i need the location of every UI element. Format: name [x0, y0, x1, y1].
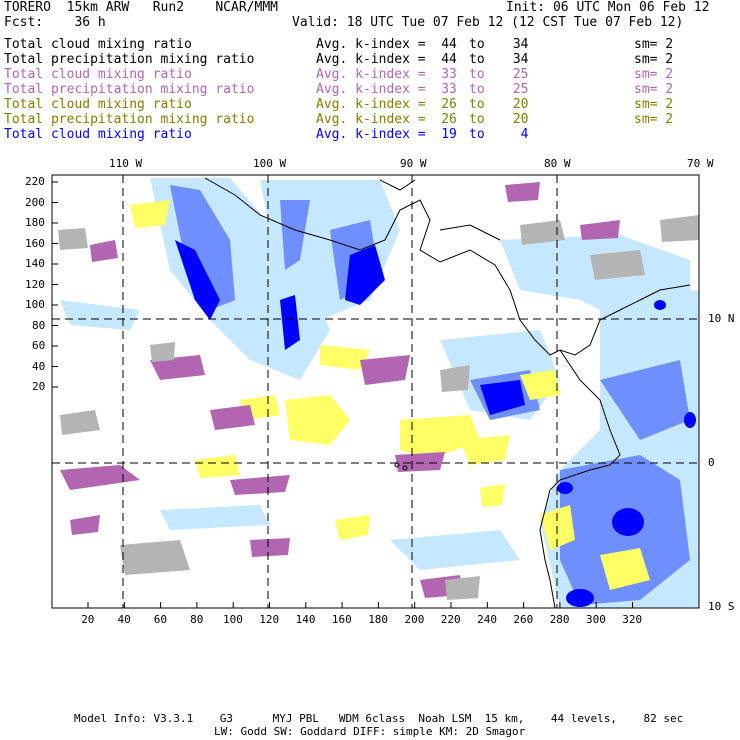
organization: NCAR/MMM — [215, 0, 278, 15]
bottom-tick-label: 40 — [117, 613, 131, 626]
bottom-tick-label: 180 — [368, 613, 389, 626]
forecast-value: 36 h — [74, 15, 106, 30]
legend-k-index: Avg. k-index = 33 — [316, 82, 457, 97]
legend-field-name: Total cloud mixing ratio — [4, 127, 192, 142]
forecast-hour-line: Fcst: 36 h — [4, 15, 106, 30]
legend-smoothing: sm= 2 — [634, 52, 674, 67]
legend-field-name: Total precipitation mixing ratio — [4, 82, 255, 97]
blue-core-field — [175, 240, 696, 607]
axis-ticks — [52, 181, 633, 608]
left-tick-label: 40 — [32, 359, 46, 373]
legend-k-index: Avg. k-index = 33 — [316, 67, 457, 82]
bottom-tick-label: 160 — [331, 613, 352, 626]
left-tick-label: 200 — [25, 195, 45, 209]
bottom-tick-label: 20 — [81, 613, 95, 626]
legend-smoothing: sm= 2 — [634, 112, 674, 127]
legend-to-word: to — [469, 67, 485, 82]
legend-to-word: to — [469, 127, 485, 142]
left-tick-label: 160 — [25, 236, 45, 250]
bottom-tick-label: 300 — [586, 613, 606, 626]
legend-to-value: 34 — [505, 37, 529, 52]
legend-k-index: Avg. k-index = 44 — [316, 52, 457, 67]
left-tick-label: 180 — [25, 216, 45, 229]
lon-label-110w: 110 W — [109, 157, 143, 170]
legend-field-name: Total precipitation mixing ratio — [4, 112, 255, 127]
run-name: Run2 — [152, 0, 185, 15]
init-time: Init: 06 UTC Mon 06 Feb 12 — [506, 0, 710, 15]
lat-label-0: 0 — [708, 456, 715, 469]
lat-label-10s: 10 S — [708, 600, 735, 613]
legend-to-value: 20 — [505, 112, 529, 127]
header-title-line: TORERO 15km ARW Run2 NCAR/MMM — [4, 0, 278, 15]
model-name: TORERO — [4, 0, 51, 15]
lon-label-100w: 100 W — [253, 157, 287, 170]
bottom-tick-label: 200 — [404, 613, 425, 626]
legend-smoothing: sm= 2 — [634, 67, 674, 82]
legend-to-value: 4 — [505, 127, 529, 142]
legend-to-value: 25 — [505, 82, 529, 97]
legend-smoothing: sm= 2 — [634, 97, 674, 112]
left-tick-label: 220 — [25, 175, 45, 188]
legend-to-word: to — [469, 37, 485, 52]
legend-to-word: to — [469, 82, 485, 97]
map-frame — [51, 174, 700, 609]
bottom-tick-label: 240 — [477, 613, 497, 626]
legend-to-word: to — [469, 112, 485, 127]
yellow-field — [130, 200, 650, 590]
valid-time: Valid: 18 UTC Tue 07 Feb 12 (12 CST Tue … — [292, 15, 684, 30]
left-tick-label: 140 — [25, 257, 45, 270]
bottom-tick-label: 280 — [549, 613, 570, 626]
lon-label-90w: 90 W — [400, 157, 427, 170]
model-resolution: 15km ARW — [66, 0, 130, 15]
legend-to-value: 34 — [505, 52, 529, 67]
bottom-tick-label: 260 — [513, 613, 534, 626]
bottom-tick-label: 120 — [259, 613, 280, 626]
legend-smoothing: sm= 2 — [634, 82, 674, 97]
bottom-tick-label: 220 — [440, 613, 461, 626]
gray-field — [58, 215, 699, 600]
legend-k-index: Avg. k-index = 19 — [316, 127, 457, 142]
lon-label-70w: 70 W — [687, 157, 714, 170]
legend-field-name: Total cloud mixing ratio — [4, 37, 192, 52]
legend-to-word: to — [469, 97, 485, 112]
left-tick-label: 60 — [32, 339, 46, 352]
legend-field-name: Total cloud mixing ratio — [4, 97, 192, 112]
left-tick-label: 20 — [32, 380, 46, 393]
legend-field-name: Total precipitation mixing ratio — [4, 52, 255, 67]
coastline — [204, 177, 691, 608]
bottom-tick-label: 80 — [190, 613, 204, 626]
legend-k-index: Avg. k-index = 26 — [316, 112, 457, 127]
graticule — [52, 175, 699, 608]
legend-smoothing: sm= 2 — [634, 37, 674, 52]
legend-k-index: Avg. k-index = 44 — [316, 37, 457, 52]
model-info-line: Model Info: V3.3.1 G3 MYJ PBL WDM 6class… — [74, 712, 684, 725]
legend-to-value: 20 — [505, 97, 529, 112]
forecast-label: Fcst: — [4, 15, 44, 30]
physics-info-line: LW: Godd SW: Goddard DIFF: simple KM: 2D… — [214, 725, 526, 738]
legend-to-word: to — [469, 52, 485, 67]
left-tick-label: 80 — [32, 318, 46, 332]
precip-fields — [58, 177, 699, 608]
lon-label-80w: 80 W — [544, 157, 571, 170]
legend-k-index: Avg. k-index = 26 — [316, 97, 457, 112]
bottom-tick-label: 60 — [153, 613, 168, 626]
legend-to-value: 25 — [505, 67, 529, 82]
legend-field-name: Total cloud mixing ratio — [4, 67, 192, 82]
bottom-tick-label: 320 — [622, 613, 643, 626]
lat-label-10n: 10 N — [708, 312, 735, 325]
bottom-tick-label: 100 — [223, 613, 243, 626]
bottom-tick-label: 140 — [295, 613, 316, 626]
left-tick-label: 120 — [25, 277, 45, 291]
left-tick-label: 100 — [25, 298, 45, 311]
purple-field — [60, 182, 620, 598]
